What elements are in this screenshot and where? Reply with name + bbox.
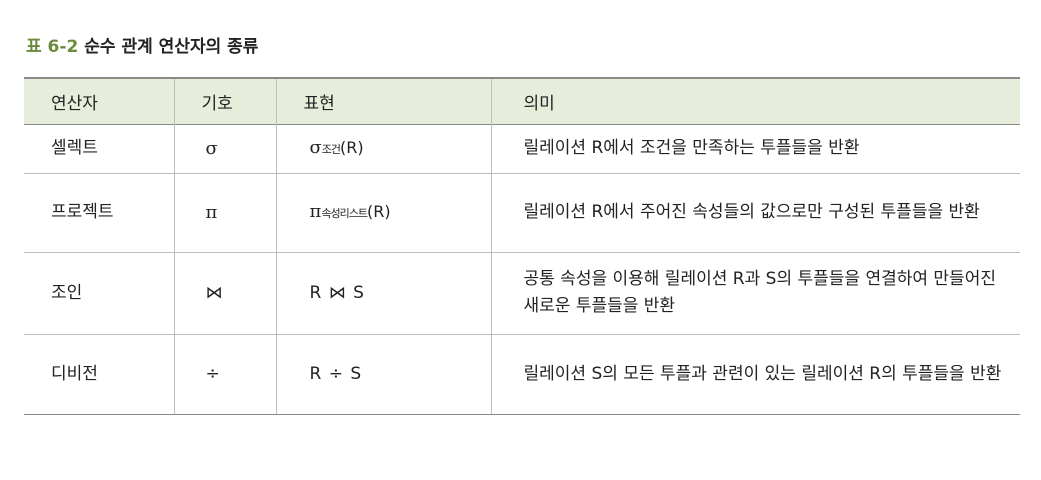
operator-meaning: 릴레이션 S의 모든 투플과 관련이 있는 릴레이션 R의 투플들을 반환 xyxy=(490,334,1020,415)
relational-operators-table: 연산자 기호 표현 의미 셀렉트 σ σ조건(R) 릴레이션 R에서 조건을 만… xyxy=(24,77,1020,415)
expression-text: R ⋈ S xyxy=(309,282,364,303)
table-caption: 표 6-2 순수 관계 연산자의 종류 xyxy=(26,32,258,57)
expression-subscript: 조건 xyxy=(321,143,341,156)
operator-symbol: ÷ xyxy=(173,334,276,415)
operator-symbol: π xyxy=(173,173,276,253)
operator-symbol: ⋈ xyxy=(173,252,276,335)
table-row-join: 조인 ⋈ R ⋈ S 공통 속성을 이용해 릴레이션 R과 S의 투플들을 연결… xyxy=(24,252,1020,335)
table-number: 표 6-2 xyxy=(26,37,79,57)
operator-name: 프로젝트 xyxy=(24,173,174,253)
table-row-project: 프로젝트 π π속성리스트(R) 릴레이션 R에서 주어진 속성들의 값으로만 … xyxy=(24,173,1020,253)
table-row-select: 셀렉트 σ σ조건(R) 릴레이션 R에서 조건을 만족하는 투플들을 반환 xyxy=(24,124,1020,174)
expression-argument: (R) xyxy=(340,138,364,157)
expression-symbol: π xyxy=(309,201,322,222)
expression-text: R ÷ S xyxy=(309,363,362,384)
operator-expression: R ⋈ S xyxy=(275,252,491,335)
operator-symbol: σ xyxy=(173,124,276,174)
header-symbol: 기호 xyxy=(173,78,276,124)
operator-name: 셀렉트 xyxy=(24,124,174,174)
operator-meaning: 공통 속성을 이용해 릴레이션 R과 S의 투플들을 연결하여 만들어진 새로운… xyxy=(490,252,1020,335)
operator-expression: R ÷ S xyxy=(275,334,491,415)
table-row-division: 디비전 ÷ R ÷ S 릴레이션 S의 모든 투플과 관련이 있는 릴레이션 R… xyxy=(24,334,1020,415)
expression-subscript: 속성리스트 xyxy=(321,207,368,220)
operator-meaning: 릴레이션 R에서 조건을 만족하는 투플들을 반환 xyxy=(490,124,1020,174)
operator-expression: π속성리스트(R) xyxy=(275,173,491,253)
operator-meaning: 릴레이션 R에서 주어진 속성들의 값으로만 구성된 투플들을 반환 xyxy=(490,173,1020,253)
table-header-row: 연산자 기호 표현 의미 xyxy=(24,78,1020,124)
header-expression: 표현 xyxy=(275,78,491,124)
operator-name: 조인 xyxy=(24,252,174,335)
header-operator: 연산자 xyxy=(51,93,98,114)
expression-symbol: σ xyxy=(309,137,322,158)
expression-argument: (R) xyxy=(366,202,391,221)
table-title: 순수 관계 연산자의 종류 xyxy=(84,37,259,57)
header-meaning: 의미 xyxy=(490,78,1020,124)
operator-expression: σ조건(R) xyxy=(275,124,491,174)
operator-name: 디비전 xyxy=(24,334,174,415)
